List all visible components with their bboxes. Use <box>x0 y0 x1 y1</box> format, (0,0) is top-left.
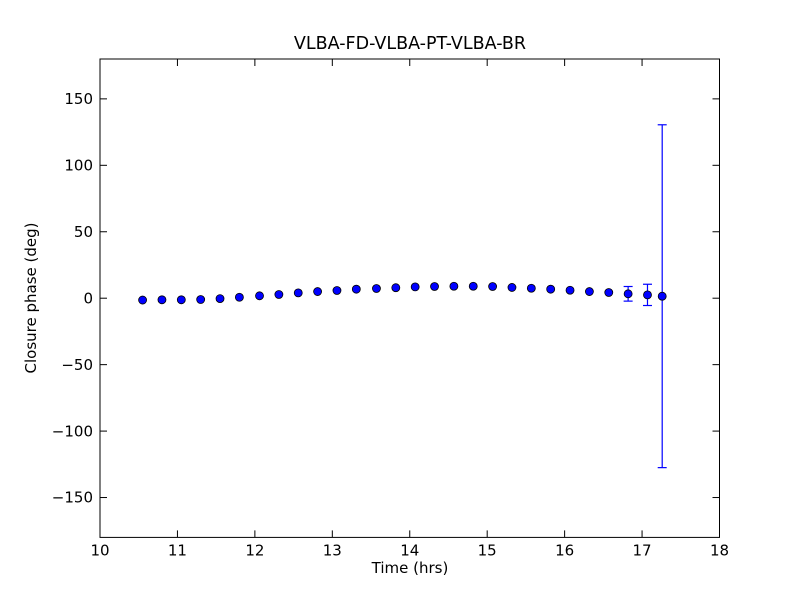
data-point <box>585 287 594 296</box>
data-point <box>643 290 652 300</box>
data-point <box>313 287 322 296</box>
y-tick-label: −100 <box>52 422 93 440</box>
data-point <box>565 285 575 295</box>
x-tick-label: 14 <box>400 541 419 559</box>
data-point <box>604 288 614 297</box>
x-tick-label: 18 <box>710 541 729 559</box>
y-tick-label: 50 <box>74 223 93 241</box>
data-point <box>274 290 284 299</box>
data-point <box>255 291 264 301</box>
y-tick-label: 100 <box>64 157 93 175</box>
data-point <box>293 288 303 298</box>
y-tick-label: 150 <box>64 90 93 108</box>
data-point <box>196 295 206 304</box>
data-point <box>410 282 420 292</box>
data-point <box>623 289 633 299</box>
data-point <box>372 284 381 293</box>
y-tick-label: −50 <box>61 356 93 374</box>
data-point <box>157 295 167 305</box>
data-point <box>468 281 478 291</box>
chart-title: VLBA-FD-VLBA-PT-VLBA-BR <box>294 34 526 54</box>
data-point <box>657 291 667 301</box>
data-point <box>546 284 556 294</box>
x-tick-label: 12 <box>245 541 264 559</box>
data-point <box>234 292 244 302</box>
data-point <box>332 286 342 295</box>
y-tick-label: 0 <box>83 289 93 307</box>
x-tick-label: 10 <box>90 541 109 559</box>
data-point <box>215 294 225 303</box>
x-tick-label: 16 <box>555 541 574 559</box>
plot-area-border <box>99 58 720 538</box>
data-point <box>351 284 361 294</box>
data-point <box>449 281 459 291</box>
data-point <box>138 295 147 305</box>
data-point <box>176 295 186 305</box>
data-point <box>391 283 401 293</box>
data-point <box>488 282 498 291</box>
data-point <box>430 282 439 291</box>
x-tick-label: 11 <box>168 541 187 559</box>
x-tick-label: 15 <box>478 541 497 559</box>
y-axis-label: Closure phase (deg) <box>22 223 40 374</box>
x-tick-label: 13 <box>323 541 342 559</box>
x-axis-label: Time (hrs) <box>371 559 449 577</box>
data-point <box>526 283 536 293</box>
x-tick-label: 17 <box>633 541 652 559</box>
y-tick-label: −150 <box>52 489 93 507</box>
data-point <box>507 283 517 292</box>
